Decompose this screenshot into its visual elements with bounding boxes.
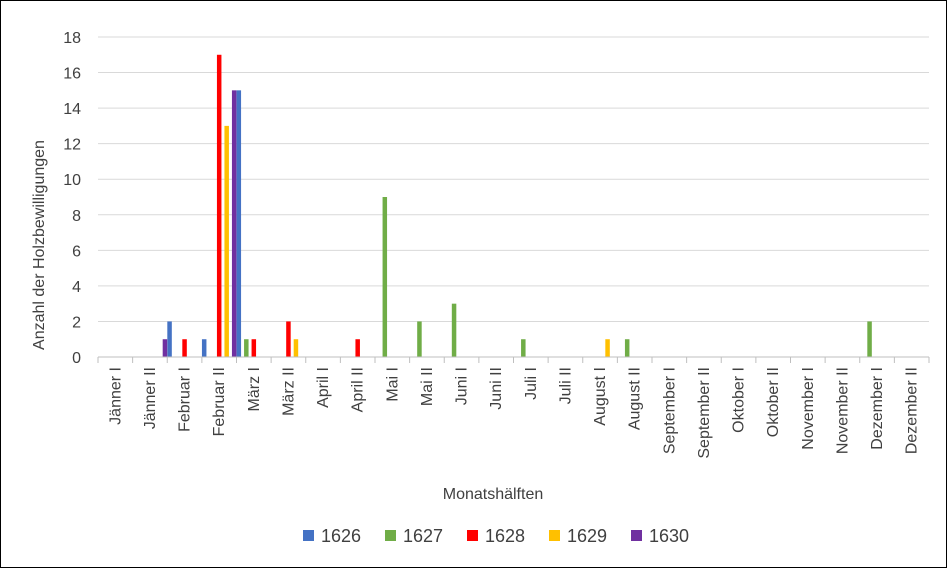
bar-1628 [286, 321, 291, 357]
bar-1629 [224, 125, 229, 357]
x-axis-title: Monatshälften [443, 486, 544, 503]
x-tick-label: Dezember I [869, 367, 886, 450]
bar-1626 [201, 339, 207, 357]
x-tick-label: Jänner II [142, 367, 159, 429]
x-tick-label: Juli II [557, 367, 574, 404]
x-tick-label: Februar II [211, 367, 228, 436]
y-tick-label: 8 [72, 208, 81, 225]
bar-1629 [605, 339, 610, 357]
bar-1628 [251, 339, 257, 357]
x-tick-label: August II [627, 367, 644, 430]
bar-1626 [167, 321, 172, 357]
legend-label: 1629 [567, 526, 607, 546]
x-tick-label: September I [661, 367, 678, 454]
x-tick-label: Mai I [384, 367, 401, 402]
x-tick-label: November I [800, 367, 817, 450]
y-tick-label: 4 [72, 279, 81, 296]
x-tick-label: Juni II [488, 367, 505, 410]
legend-swatch [303, 530, 314, 541]
bar-1627 [521, 339, 526, 357]
gridlines [98, 36, 929, 322]
bar-1627 [244, 339, 249, 357]
bar-1626 [236, 90, 242, 357]
y-tick-label: 10 [63, 172, 81, 189]
bar-1628 [355, 339, 360, 357]
bar-1627 [382, 197, 388, 357]
x-tick-label: November II [834, 367, 851, 454]
legend: 1626 1627 1628 1629 1630 [303, 526, 689, 546]
axes: 0 2 4 6 8 10 12 14 16 18 Jänner I Jänner II Februar … [63, 30, 930, 459]
x-tick-label: Dezember II [904, 367, 921, 454]
legend-label: 1630 [649, 526, 689, 546]
x-tick-label: April I [315, 367, 332, 408]
bar-1630 [162, 339, 168, 357]
y-tick-label: 2 [72, 314, 81, 331]
x-tick-label: Februar I [177, 367, 194, 432]
legend-swatch [385, 530, 396, 541]
x-tick-label: April II [350, 367, 367, 412]
bar-1627 [624, 339, 630, 357]
legend-swatch [467, 530, 478, 541]
x-tick-label: Juli I [523, 367, 540, 400]
x-tick-label: Oktober I [731, 367, 748, 433]
legend-swatch [549, 530, 560, 541]
legend-label: 1626 [321, 526, 361, 546]
x-tick-label: Jänner I [107, 367, 124, 425]
bar-1629 [293, 339, 299, 357]
x-tick-label: März II [280, 367, 297, 416]
bar-1628 [182, 339, 187, 357]
legend-swatch [631, 530, 642, 541]
x-tick-label: Juni I [454, 367, 471, 405]
x-tick-label: Mai II [419, 367, 436, 406]
y-tick-label: 18 [63, 30, 81, 47]
bar-1630 [231, 90, 237, 357]
x-tick-label: September II [696, 367, 713, 459]
bar-1627 [867, 321, 872, 357]
bar-1627 [451, 303, 457, 357]
y-tick-label: 14 [63, 101, 81, 118]
x-tick-label: März I [246, 367, 263, 411]
y-tick-label: 6 [72, 243, 81, 260]
x-tick-label: Oktober II [765, 367, 782, 437]
y-axis-title: Anzahl der Holzbewilligungen [31, 140, 48, 350]
y-tick-label: 12 [63, 137, 81, 154]
y-tick-label: 0 [72, 350, 81, 367]
bar-1628 [216, 54, 222, 358]
y-tick-label: 16 [63, 66, 81, 83]
bars [162, 54, 872, 358]
x-tick-label: August I [592, 367, 609, 426]
legend-label: 1628 [485, 526, 525, 546]
legend-label: 1627 [403, 526, 443, 546]
bar-1627 [417, 321, 422, 357]
